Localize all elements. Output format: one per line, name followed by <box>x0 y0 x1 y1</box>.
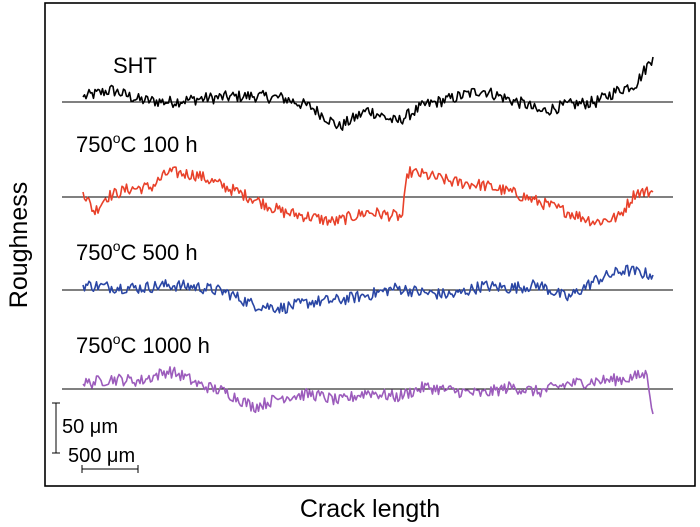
y-axis-label: Roughness <box>5 182 33 308</box>
trace-500h <box>82 264 654 315</box>
scale-bar-horizontal-label: 500 μm <box>68 445 135 467</box>
scale-bar: 50 μm 500 μm <box>52 402 139 473</box>
series-label-1000h: 750oC 1000 h <box>76 331 210 358</box>
scale-bar-vertical-label: 50 μm <box>62 416 118 438</box>
trace-sht <box>82 56 654 131</box>
series-traces <box>82 56 654 415</box>
series-label-100h: 750oC 100 h <box>76 130 198 157</box>
plot-frame <box>44 2 696 487</box>
x-axis-label: Crack length <box>300 495 440 523</box>
trace-100h <box>82 166 654 227</box>
series-label-500h: 750oC 500 h <box>76 238 198 265</box>
trace-1000h <box>82 366 654 415</box>
series-label-sht: SHT <box>113 53 157 78</box>
